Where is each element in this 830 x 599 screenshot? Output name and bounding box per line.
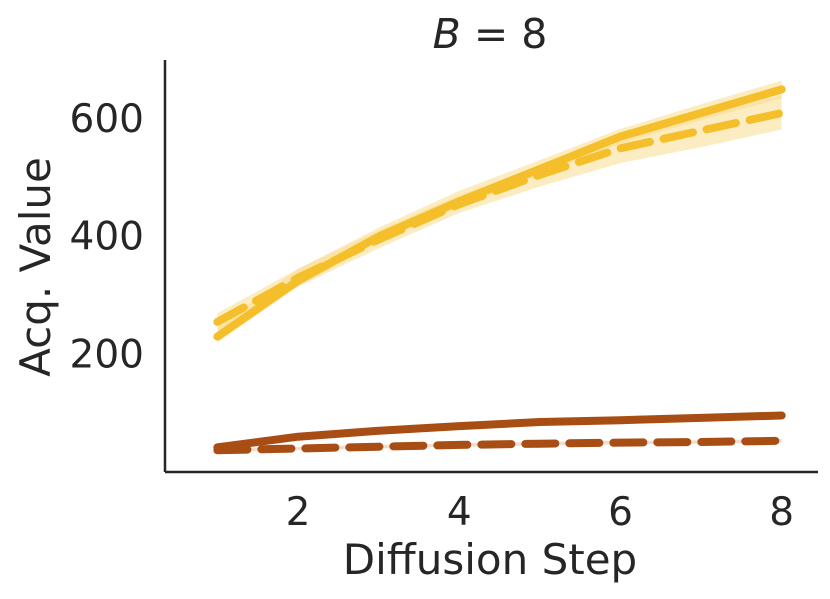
chart-title: B = 8 bbox=[433, 10, 548, 58]
x-axis-label: Diffusion Step bbox=[343, 535, 637, 584]
x-tick-label-4: 4 bbox=[447, 490, 472, 535]
series-3-solid-line bbox=[213, 411, 786, 452]
y-tick-label-400: 400 bbox=[70, 215, 144, 260]
x-tick-label-6: 6 bbox=[608, 490, 633, 535]
y-axis-label: Acq. Value bbox=[11, 157, 60, 377]
title-value: 8 bbox=[521, 10, 547, 58]
y-tick-label-600: 600 bbox=[70, 97, 144, 142]
title-operator: = bbox=[461, 10, 521, 58]
y-tick-label-200: 200 bbox=[70, 332, 144, 377]
x-tick-label-2: 2 bbox=[286, 490, 311, 535]
y-tick-labels: 200 400 600 bbox=[70, 97, 144, 377]
x-tick-labels: 2 4 6 8 bbox=[286, 490, 795, 535]
series-2-band bbox=[217, 95, 782, 331]
confidence-bands bbox=[217, 80, 782, 452]
series-4-dashed-line bbox=[213, 436, 786, 455]
title: B = 8 bbox=[433, 10, 548, 58]
x-tick-label-8: 8 bbox=[769, 490, 794, 535]
series-lines bbox=[213, 85, 786, 455]
series-2-dashed-line bbox=[213, 109, 786, 326]
title-variable: B bbox=[433, 10, 461, 58]
axes bbox=[163, 60, 818, 474]
